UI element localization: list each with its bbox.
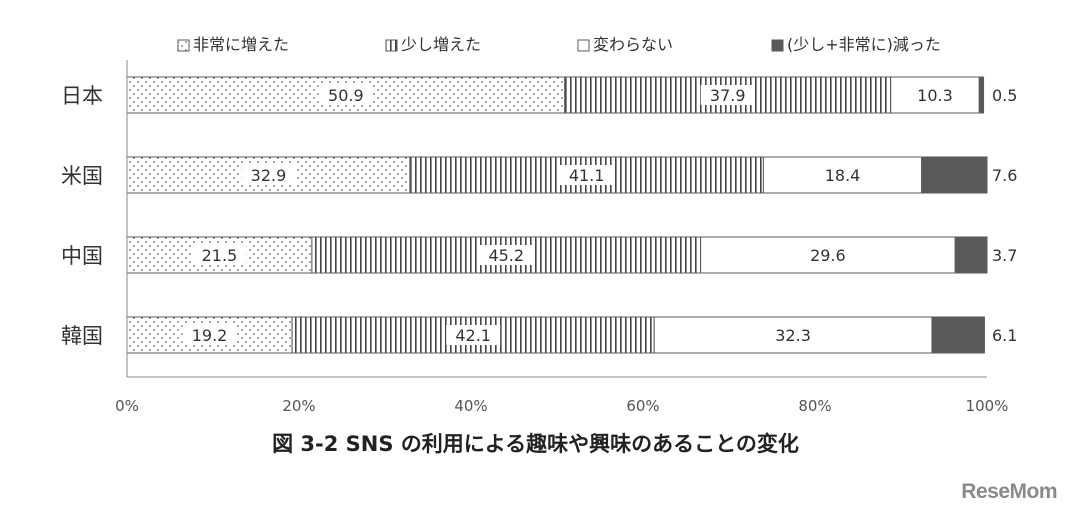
bars: 日本 50.9 37.9 10.3 0.5 米国 32.9 41.1 18.4 7.6 中国 21.5…: [61, 76, 1017, 354]
legend: 非常に増えた 少し増えた 変わらない (少し+非常に)減った: [177, 35, 941, 54]
legend-swatch: [177, 39, 190, 52]
data-label-bg: [907, 85, 962, 105]
data-label: 18.4: [825, 166, 861, 185]
bar-segment: [653, 316, 933, 354]
category-label: 韓国: [61, 324, 103, 348]
stacked-bar-chart: 非常に増えた 少し増えた 変わらない (少し+非常に)減った 日本 50.9 37.9 10…: [61, 35, 1017, 415]
data-label-bg: [559, 165, 614, 185]
data-label: 32.3: [775, 326, 811, 345]
category-label: 中国: [61, 244, 103, 268]
data-label-bg: [318, 85, 373, 105]
data-label: 37.9: [710, 86, 746, 105]
data-label: 42.1: [455, 326, 491, 345]
x-axis: 0% 20% 40% 60% 80% 100%: [115, 60, 1008, 415]
bar-segment: [921, 156, 988, 194]
x-tick-label: 40%: [454, 397, 487, 415]
category-label: 米国: [61, 164, 103, 188]
legend-item: 少し増えた: [385, 35, 481, 54]
bar-segment: [564, 76, 892, 114]
x-tick-label: 100%: [966, 397, 1009, 415]
data-label-bg: [700, 85, 755, 105]
legend-item: 非常に増えた: [177, 35, 289, 54]
x-tick-label: 20%: [282, 397, 315, 415]
data-label-bg: [241, 165, 296, 185]
data-label: 7.6: [992, 166, 1017, 185]
data-label: 6.1: [992, 326, 1017, 345]
data-label: 10.3: [917, 86, 953, 105]
resemom-watermark: ReseMom: [961, 480, 1057, 503]
x-tick-label: 0%: [115, 397, 139, 415]
data-label-bg: [479, 245, 534, 265]
data-label: 19.2: [192, 326, 228, 345]
data-label-bg: [800, 245, 855, 265]
data-label: 41.1: [569, 166, 605, 185]
data-label: 21.5: [202, 246, 238, 265]
legend-label: 少し増えた: [401, 35, 481, 54]
figure-caption: 図 3-2 SNS の利用による趣味や興味のあることの変化: [272, 432, 799, 456]
legend-swatch: [577, 39, 590, 52]
bar-segment: [978, 76, 985, 114]
legend-item: (少し+非常に)減った: [771, 35, 941, 54]
legend-swatch: [771, 39, 784, 52]
bar-segment: [954, 236, 988, 274]
data-label-bg: [192, 245, 247, 265]
legend-label: 変わらない: [593, 35, 673, 54]
data-label: 3.7: [992, 246, 1017, 265]
bar-segment: [931, 316, 985, 354]
legend-item: 変わらない: [577, 35, 673, 54]
data-label-bg: [182, 325, 237, 345]
category-label: 日本: [61, 84, 103, 108]
legend-label: (少し+非常に)減った: [787, 35, 941, 54]
data-label: 45.2: [488, 246, 524, 265]
legend-label: 非常に増えた: [193, 35, 289, 54]
data-label-bg: [766, 325, 821, 345]
data-label: 0.5: [992, 86, 1017, 105]
x-tick-label: 80%: [798, 397, 831, 415]
data-label: 50.9: [328, 86, 364, 105]
legend-swatch: [385, 39, 398, 52]
data-label-bg: [446, 325, 501, 345]
data-label-bg: [815, 165, 870, 185]
data-label: 32.9: [251, 166, 287, 185]
data-label: 29.6: [810, 246, 846, 265]
x-tick-label: 60%: [626, 397, 659, 415]
